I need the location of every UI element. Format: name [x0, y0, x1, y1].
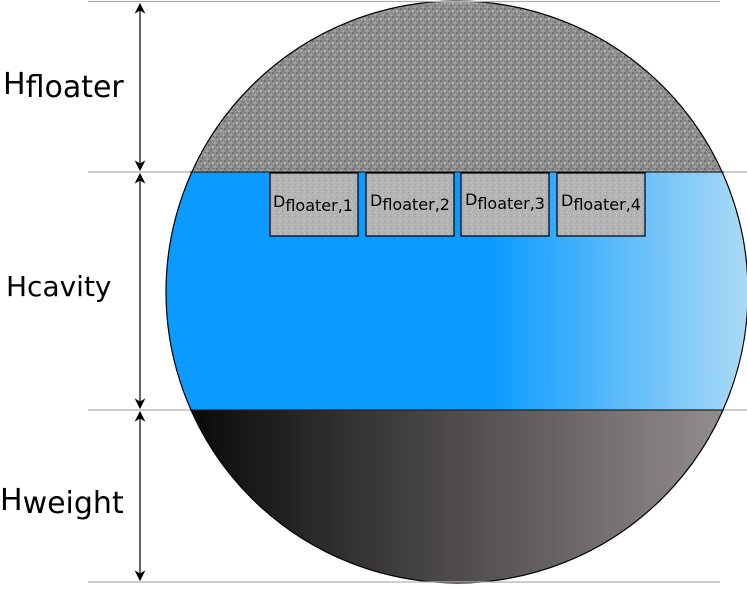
floater-block-4: Dfloater,4	[556, 172, 646, 237]
floater-block-1-label: Dfloater,1	[273, 192, 353, 215]
h-floater-label: Hfloater	[3, 67, 124, 105]
floater-block-4-label: Dfloater,4	[561, 191, 641, 214]
circle-regions	[166, 1, 747, 583]
weight-region	[166, 410, 747, 583]
floater-block-2-label: Dfloater,2	[370, 191, 450, 214]
floater-block-3-label: Dfloater,3	[465, 190, 545, 213]
cavity-region	[166, 172, 747, 410]
floater-block-1: Dfloater,1	[269, 172, 359, 237]
floater-region	[166, 1, 747, 172]
h-cavity-label: Hcavity	[6, 270, 112, 303]
floater-block-3: Dfloater,3	[460, 172, 550, 237]
floater-block-2: Dfloater,2	[365, 172, 455, 237]
h-weight-label: Hweight	[0, 483, 124, 521]
